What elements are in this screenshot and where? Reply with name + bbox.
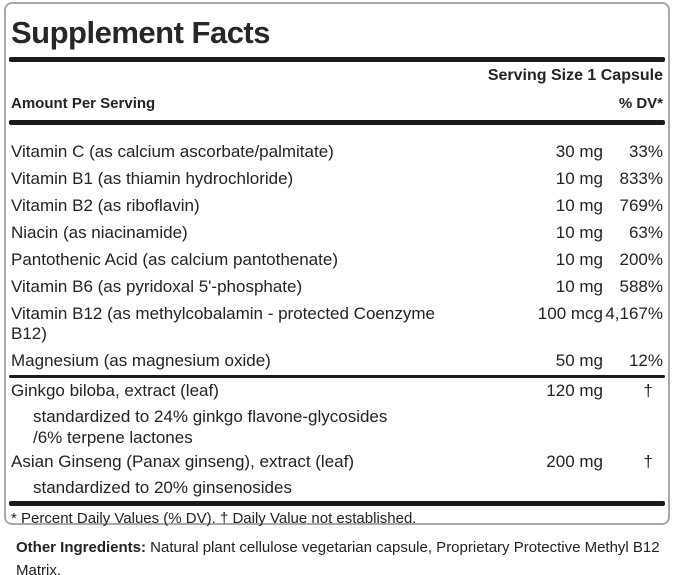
nutrient-dv: 63% xyxy=(628,223,663,242)
nutrient-row-pantothenic-acid: Pantothenic Acid (as calcium pantothenat… xyxy=(9,247,665,274)
panel-title: Supplement Facts xyxy=(11,15,271,50)
botanical-detail: /6% terpene lactones xyxy=(33,428,193,447)
nutrient-amount: 30 mg xyxy=(555,142,603,161)
nutrient-row-vitamin-b1: Vitamin B1 (as thiamin hydrochloride) 10… xyxy=(9,166,665,193)
nutrient-name: Magnesium (as magnesium oxide) xyxy=(11,351,271,370)
nutrient-dv: 200% xyxy=(619,250,663,269)
nutrient-row-vitamin-b6: Vitamin B6 (as pyridoxal 5'-phosphate) 1… xyxy=(9,274,665,301)
nutrient-name: Vitamin B12 (as methylcobalamin - protec… xyxy=(11,304,435,343)
divider-thick-header xyxy=(9,120,665,125)
botanical-dv-dagger: † xyxy=(643,452,653,471)
column-percent-dv: % DV* xyxy=(618,95,663,112)
nutrient-row-niacin: Niacin (as niacinamide) 10 mg 63% xyxy=(9,220,665,247)
nutrient-amount: 10 mg xyxy=(555,250,603,269)
other-ingredients-text: Natural plant cellulose vegetarian capsu… xyxy=(16,539,660,575)
nutrient-amount: 10 mg xyxy=(555,277,603,296)
nutrient-row-vitamin-c: Vitamin C (as calcium ascorbate/palmitat… xyxy=(9,139,665,166)
botanical-amount: 120 mg xyxy=(546,381,603,400)
nutrient-dv: 588% xyxy=(619,277,663,296)
footnote: * Percent Daily Values (% DV). † Daily V… xyxy=(11,510,417,527)
nutrient-name: Vitamin B6 (as pyridoxal 5'-phosphate) xyxy=(11,277,303,296)
nutrient-dv: 769% xyxy=(619,196,663,215)
nutrient-dv: 12% xyxy=(628,351,663,370)
column-amount-per-serving: Amount Per Serving xyxy=(11,95,156,112)
botanical-detail: standardized to 24% ginkgo flavone-glyco… xyxy=(33,407,388,426)
nutrient-row-vitamin-b2: Vitamin B2 (as riboflavin) 10 mg 769% xyxy=(9,193,665,220)
serving-size: Serving Size 1 Capsule xyxy=(487,67,663,84)
botanical-row-ginkgo: Ginkgo biloba, extract (leaf) 120 mg † xyxy=(9,378,665,405)
botanical-name: Ginkgo biloba, extract (leaf) xyxy=(11,381,219,400)
botanical-amount: 200 mg xyxy=(546,452,603,471)
nutrient-amount: 50 mg xyxy=(555,351,603,370)
nutrient-amount: 100 mcg xyxy=(537,304,603,323)
nutrient-name: Vitamin B2 (as riboflavin) xyxy=(11,196,200,215)
botanical-detail: standardized to 20% ginsenosides xyxy=(33,478,292,497)
supplement-facts-panel: Supplement Facts Serving Size 1 Capsule … xyxy=(4,2,670,527)
nutrient-row-magnesium: Magnesium (as magnesium oxide) 50 mg 12% xyxy=(9,348,665,375)
botanical-dv-dagger: † xyxy=(643,381,653,400)
nutrient-dv: 4,167% xyxy=(605,304,663,323)
nutrient-amount: 10 mg xyxy=(555,196,603,215)
divider-botanicals xyxy=(9,375,665,378)
botanical-row-ginseng: Asian Ginseng (Panax ginseng), extract (… xyxy=(9,449,665,476)
other-ingredients: Other Ingredients: Natural plant cellulo… xyxy=(16,536,664,575)
nutrient-name: Vitamin C (as calcium ascorbate/palmitat… xyxy=(11,142,334,161)
botanical-name: Asian Ginseng (Panax ginseng), extract (… xyxy=(11,452,355,471)
divider-thick-title xyxy=(9,57,665,62)
nutrient-rows: Vitamin C (as calcium ascorbate/palmitat… xyxy=(9,139,665,375)
column-header-row: Amount Per Serving % DV* xyxy=(9,95,665,113)
nutrient-amount: 10 mg xyxy=(555,169,603,188)
nutrient-name: Niacin (as niacinamide) xyxy=(11,223,188,242)
nutrient-amount: 10 mg xyxy=(555,223,603,242)
nutrient-row-vitamin-b12: Vitamin B12 (as methylcobalamin - protec… xyxy=(9,301,665,348)
nutrient-dv: 33% xyxy=(628,142,663,161)
other-ingredients-label: Other Ingredients: xyxy=(16,539,147,556)
divider-thick-footnote xyxy=(9,501,665,506)
nutrient-name: Vitamin B1 (as thiamin hydrochloride) xyxy=(11,169,294,188)
nutrient-name: Pantothenic Acid (as calcium pantothenat… xyxy=(11,250,338,269)
nutrient-dv: 833% xyxy=(619,169,663,188)
